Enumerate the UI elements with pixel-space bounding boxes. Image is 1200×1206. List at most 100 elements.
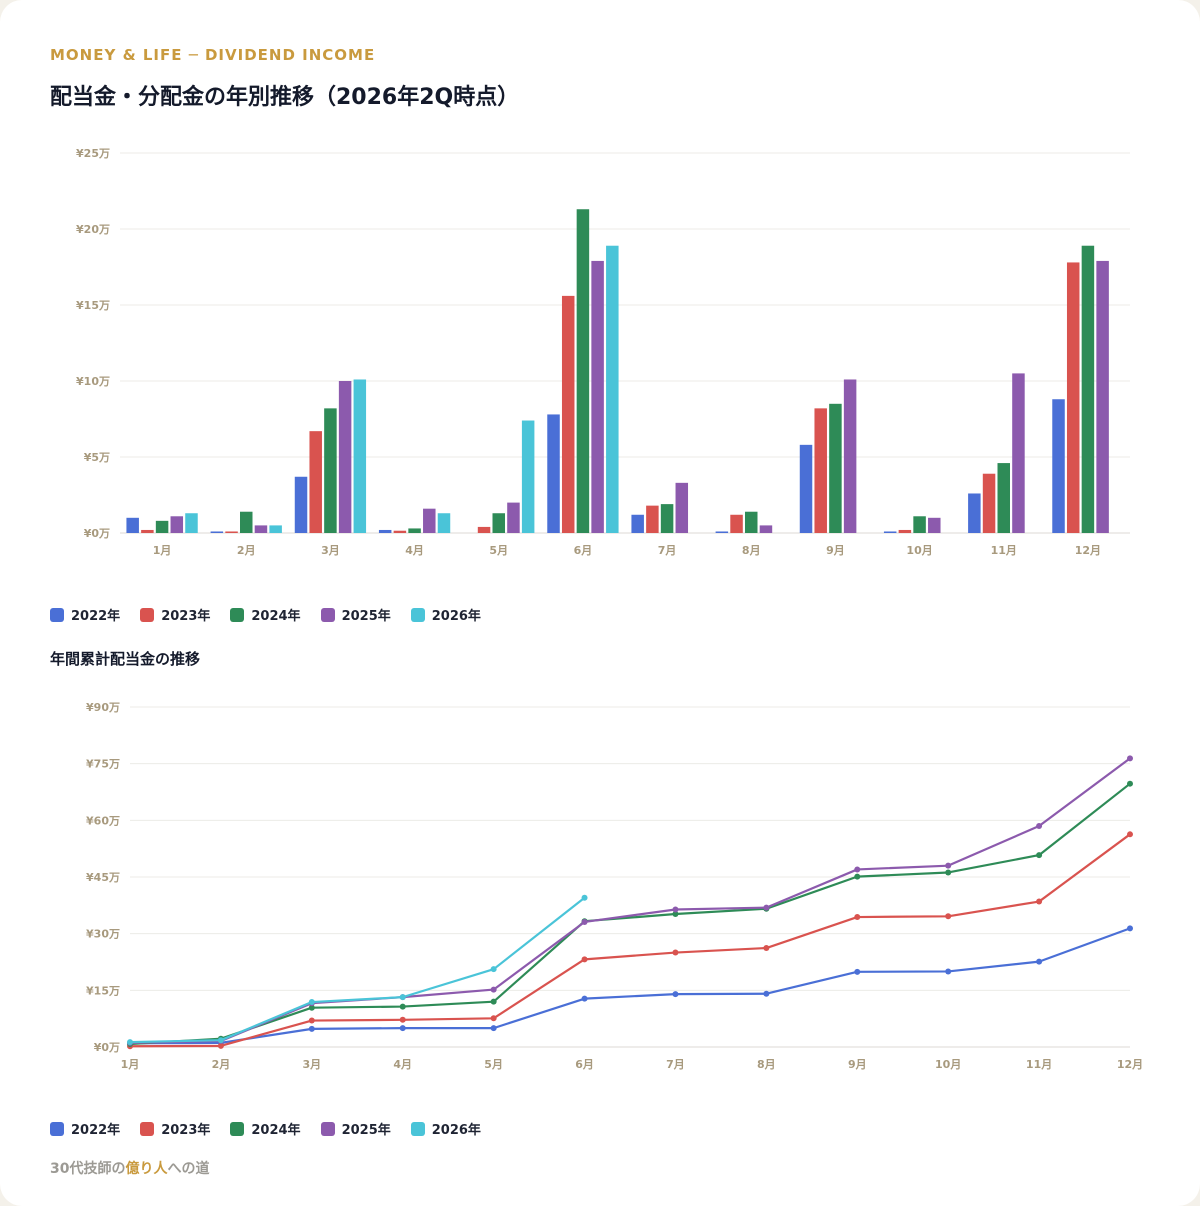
line-legend-item-2022年[interactable]: 2022年 [50, 1119, 120, 1138]
bar-2024年-7月[interactable] [660, 504, 674, 533]
point-2022年-11月[interactable] [1036, 958, 1043, 965]
bar-2025年-3月[interactable] [338, 381, 352, 533]
bar-2022年-1月[interactable] [126, 517, 139, 533]
bar-2024年-9月[interactable] [829, 403, 842, 533]
bar-2023年-7月[interactable] [646, 505, 659, 533]
line-series-2022年[interactable] [129, 927, 1131, 1045]
bar-2025年-10月[interactable] [928, 517, 941, 533]
point-2026年-1月[interactable] [127, 1039, 133, 1046]
point-2022年-8月[interactable] [763, 990, 770, 997]
point-2025年-5月[interactable] [490, 986, 497, 993]
point-2023年-3月[interactable] [308, 1017, 315, 1024]
point-2025年-11月[interactable] [1036, 823, 1043, 829]
bar-2025年-11月[interactable] [1012, 373, 1025, 533]
point-2026年-5月[interactable] [490, 966, 497, 973]
point-2024年-12月[interactable] [1127, 780, 1133, 787]
point-2025年-12月[interactable] [1127, 755, 1133, 762]
bar-2022年-9月[interactable] [799, 444, 813, 533]
bar-2022年-3月[interactable] [294, 476, 308, 533]
bar-2026年-1月[interactable] [185, 513, 198, 533]
point-2022年-4月[interactable] [399, 1025, 406, 1032]
point-2024年-7月[interactable] [672, 911, 679, 918]
bar-2024年-3月[interactable] [324, 408, 337, 533]
point-2023年-11月[interactable] [1036, 898, 1043, 905]
point-2025年-7月[interactable] [672, 906, 679, 913]
bar-2022年-7月[interactable] [631, 514, 644, 533]
point-2022年-9月[interactable] [854, 968, 861, 975]
bar-2024年-12月[interactable] [1081, 245, 1095, 533]
bar-2026年-5月[interactable] [521, 420, 535, 533]
line-series-2025年[interactable] [129, 757, 1131, 1044]
bar-2026年-3月[interactable] [353, 379, 367, 533]
point-2022年-10月[interactable] [945, 968, 952, 975]
point-2023年-2月[interactable] [217, 1042, 224, 1049]
point-2026年-3月[interactable] [308, 999, 315, 1006]
bar-2024年-11月[interactable] [997, 463, 1011, 533]
point-2026年-6月[interactable] [581, 894, 588, 901]
bar-2022年-4月[interactable] [378, 529, 392, 533]
bar-2023年-1月[interactable] [141, 529, 154, 533]
point-2023年-6月[interactable] [581, 956, 588, 963]
bar-legend-item-2022年[interactable]: 2022年 [50, 605, 120, 624]
bar-legend-item-2026年[interactable]: 2026年 [410, 605, 481, 624]
point-2023年-12月[interactable] [1127, 831, 1133, 838]
point-2023年-7月[interactable] [672, 949, 679, 956]
point-2026年-4月[interactable] [399, 994, 406, 1001]
line-legend-item-2025年[interactable]: 2025年 [320, 1119, 391, 1138]
bar-2024年-5月[interactable] [492, 513, 506, 533]
bar-2025年-6月[interactable] [591, 260, 604, 533]
bar-2022年-6月[interactable] [547, 414, 560, 533]
point-2023年-9月[interactable] [854, 914, 861, 921]
point-2023年-4月[interactable] [399, 1016, 406, 1023]
bar-2023年-2月[interactable] [225, 531, 238, 533]
bar-2025年-8月[interactable] [759, 525, 773, 533]
bar-2023年-3月[interactable] [309, 431, 322, 533]
line-legend-item-2023年[interactable]: 2023年 [140, 1119, 210, 1138]
bar-2026年-2月[interactable] [269, 525, 282, 533]
point-2023年-8月[interactable] [763, 945, 770, 952]
bar-2025年-1月[interactable] [170, 516, 184, 533]
point-2022年-6月[interactable] [581, 995, 588, 1002]
point-2025年-10月[interactable] [945, 862, 952, 869]
bar-2023年-10月[interactable] [898, 529, 912, 533]
line-legend-item-2024年[interactable]: 2024年 [230, 1119, 301, 1138]
point-2026年-2月[interactable] [217, 1037, 224, 1044]
point-2025年-6月[interactable] [581, 918, 588, 925]
bar-2025年-2月[interactable] [254, 525, 268, 533]
point-2023年-5月[interactable] [490, 1015, 497, 1022]
bar-2022年-10月[interactable] [883, 531, 897, 533]
bar-2022年-8月[interactable] [715, 531, 729, 533]
bar-2023年-12月[interactable] [1066, 262, 1080, 533]
bar-legend-item-2024年[interactable]: 2024年 [230, 605, 301, 624]
bar-2024年-4月[interactable] [408, 528, 421, 533]
bar-2024年-6月[interactable] [576, 209, 590, 534]
bar-2023年-5月[interactable] [477, 526, 491, 533]
point-2023年-10月[interactable] [945, 913, 952, 920]
bar-2022年-2月[interactable] [210, 531, 224, 533]
bar-2025年-4月[interactable] [423, 508, 436, 533]
point-2022年-3月[interactable] [308, 1025, 315, 1032]
bar-2024年-10月[interactable] [913, 516, 926, 533]
point-2024年-4月[interactable] [399, 1003, 406, 1010]
bar-2025年-7月[interactable] [675, 482, 689, 533]
bar-2023年-11月[interactable] [982, 473, 996, 533]
line-series-2024年[interactable] [129, 782, 1131, 1046]
point-2024年-3月[interactable] [308, 1004, 315, 1011]
line-legend-item-2026年[interactable]: 2026年 [410, 1119, 481, 1138]
point-2024年-5月[interactable] [490, 998, 497, 1005]
point-2022年-5月[interactable] [490, 1025, 497, 1032]
line-series-2026年[interactable] [129, 896, 586, 1044]
bar-2024年-8月[interactable] [745, 511, 758, 533]
point-2024年-9月[interactable] [854, 873, 861, 880]
line-series-2023年[interactable] [129, 833, 1131, 1048]
bar-2022年-12月[interactable] [1052, 399, 1065, 533]
point-2024年-11月[interactable] [1036, 852, 1043, 859]
point-2025年-9月[interactable] [854, 866, 861, 873]
bar-2024年-2月[interactable] [240, 511, 253, 533]
bar-2025年-9月[interactable] [843, 379, 857, 533]
bar-2023年-9月[interactable] [814, 408, 827, 533]
bar-legend-item-2023年[interactable]: 2023年 [140, 605, 210, 624]
bar-2023年-4月[interactable] [393, 530, 407, 533]
bar-2022年-11月[interactable] [968, 493, 981, 533]
bar-2025年-12月[interactable] [1096, 260, 1109, 533]
